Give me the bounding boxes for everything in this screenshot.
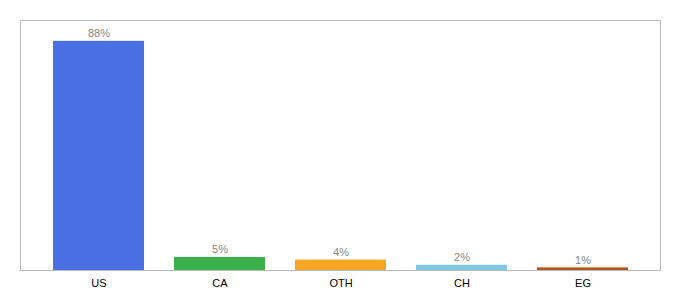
svg-text:US: US [91, 277, 106, 289]
svg-text:4%: 4% [333, 246, 349, 258]
svg-text:2%: 2% [454, 251, 470, 263]
svg-text:1%: 1% [575, 254, 591, 266]
svg-text:5%: 5% [212, 243, 228, 255]
svg-text:OTH: OTH [329, 277, 352, 289]
svg-text:88%: 88% [88, 27, 110, 39]
svg-text:CA: CA [212, 277, 228, 289]
svg-text:CH: CH [454, 277, 470, 289]
svg-text:EG: EG [575, 277, 591, 289]
